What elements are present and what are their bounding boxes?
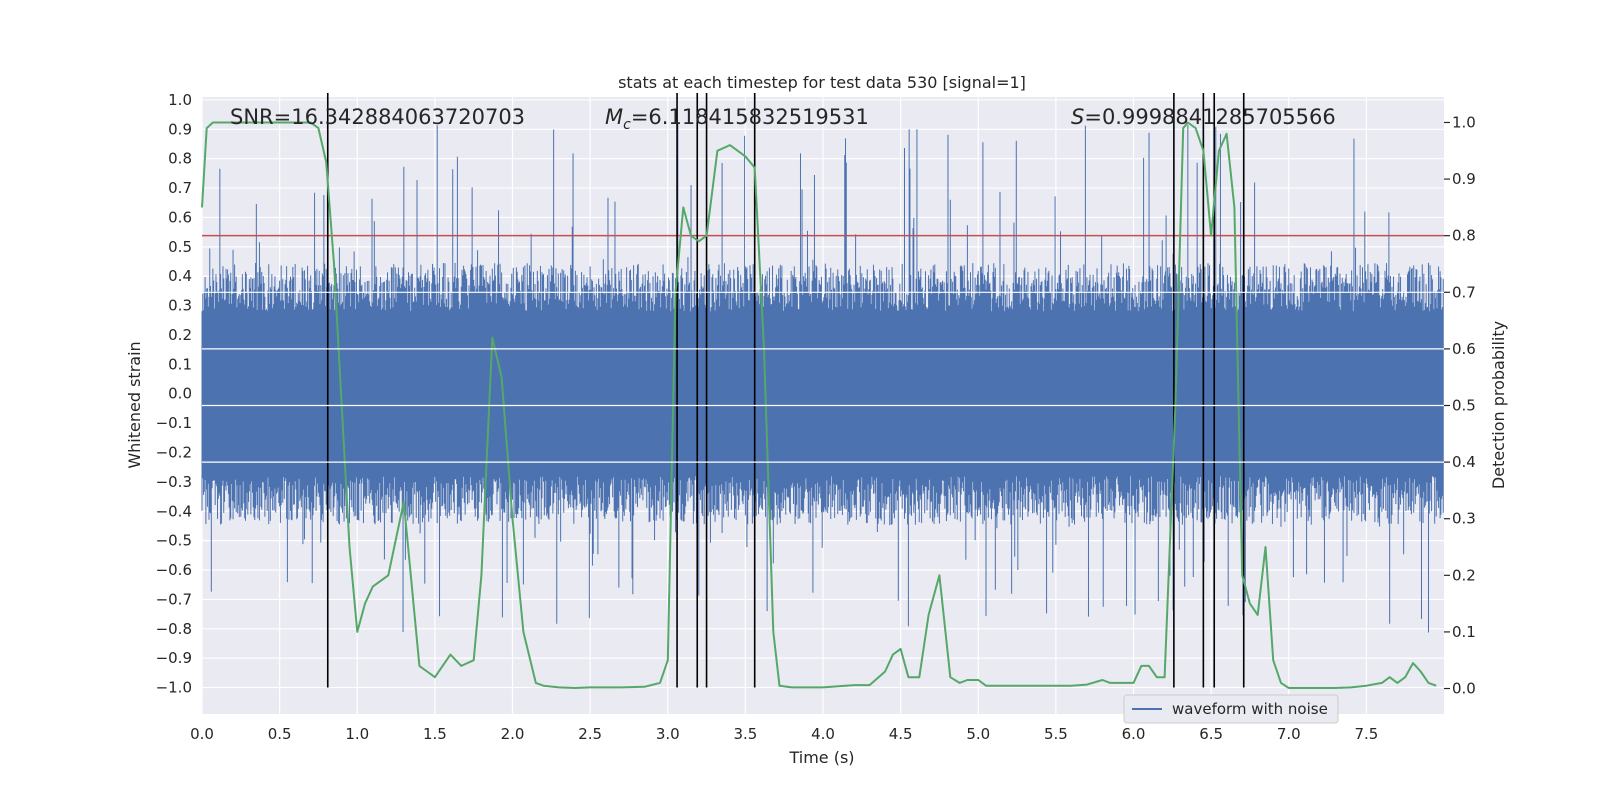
y-tick-17: −0.7 [156, 590, 192, 608]
vertical-lines [326, 92, 1245, 688]
probability-series [201, 121, 1437, 689]
x-tick-5: 2.5 [578, 725, 602, 743]
y-axis-label: Whitened strain [125, 341, 144, 468]
x-axis-label: Time (s) [788, 748, 854, 767]
y2-tick-9: 0.1 [1452, 623, 1476, 641]
x-tick-13: 6.5 [1199, 725, 1223, 743]
y2-tick-4: 0.6 [1452, 340, 1476, 358]
y2-tick-8: 0.2 [1452, 566, 1476, 584]
mc-annotation: Mc=6.118415832519531 [605, 105, 869, 133]
y-tick-7: 0.3 [168, 297, 192, 315]
y-tick-15: −0.5 [156, 532, 192, 550]
y-tick-3: 0.7 [168, 179, 192, 197]
y2-tick-1: 0.9 [1452, 170, 1476, 188]
y2-tick-6: 0.4 [1452, 453, 1476, 471]
y-tick-19: −0.9 [156, 649, 192, 667]
legend-label: waveform with noise [1172, 700, 1328, 718]
x-tick-4: 2.0 [501, 725, 525, 743]
y-tick-18: −0.8 [156, 620, 192, 638]
snr-annotation: SNR=16.342884063720703 [230, 105, 525, 129]
legend-box [1123, 694, 1339, 724]
y-tick-labels: 1.0 0.9 0.8 0.7 0.6 0.5 0.4 0.3 0.2 0.1 0.0 −0.1 −0.… [156, 91, 192, 697]
y-tick-13: −0.3 [156, 473, 192, 491]
x-tick-10: 5.0 [966, 725, 990, 743]
y-tick-16: −0.6 [156, 561, 192, 579]
probability-line [201, 121, 1437, 689]
y2-tick-labels: 1.0 0.9 0.8 0.7 0.6 0.5 0.4 0.3 0.2 0.1 0.0 [1444, 113, 1476, 698]
x-tick-3: 1.5 [423, 725, 447, 743]
x-tick-0: 0.0 [190, 725, 214, 743]
chart-title: stats at each timestep for test data 530… [618, 73, 1026, 92]
x-tick-11: 5.5 [1044, 725, 1068, 743]
mc-symbol: M [605, 105, 623, 129]
y-tick-12: −0.2 [156, 444, 192, 462]
x-tick-7: 3.5 [733, 725, 757, 743]
y-tick-6: 0.4 [168, 267, 192, 285]
right-axis-gridlines [202, 291, 1444, 463]
y2-tick-5: 0.5 [1452, 397, 1476, 415]
y-tick-14: −0.4 [156, 502, 192, 520]
y-tick-10: 0.0 [168, 385, 192, 403]
y-tick-5: 0.5 [168, 238, 192, 256]
y2-tick-2: 0.8 [1452, 227, 1476, 245]
legend: waveform with noise [1123, 694, 1339, 724]
y2-tick-10: 0.0 [1452, 680, 1476, 698]
x-tick-2: 1.0 [345, 725, 369, 743]
y2-tick-0: 1.0 [1452, 113, 1476, 131]
y2-tick-7: 0.3 [1452, 510, 1476, 528]
x-tick-12: 6.0 [1122, 725, 1146, 743]
s-symbol: S [1071, 105, 1084, 129]
x-tick-9: 4.5 [889, 725, 913, 743]
x-tick-8: 4.0 [811, 725, 835, 743]
x-tick-labels: 0.0 0.5 1.0 1.5 2.0 2.5 3.0 3.5 4.0 4.5 5.0 5.5 6.0 6… [190, 725, 1378, 743]
x-tick-14: 7.0 [1277, 725, 1301, 743]
s-value: =0.9998841285705566 [1084, 105, 1335, 129]
mc-value: =6.118415832519531 [631, 105, 869, 129]
y-tick-4: 0.6 [168, 208, 192, 226]
y-tick-1: 0.9 [168, 120, 192, 138]
x-tick-6: 3.0 [656, 725, 680, 743]
y-tick-11: −0.1 [156, 414, 192, 432]
y-tick-0: 1.0 [168, 91, 192, 109]
y-tick-9: 0.1 [168, 355, 192, 373]
y-tick-8: 0.2 [168, 326, 192, 344]
x-tick-1: 0.5 [268, 725, 292, 743]
y2-tick-3: 0.7 [1452, 283, 1476, 301]
y-tick-20: −1.0 [156, 679, 192, 697]
mc-subscript: c [623, 117, 631, 133]
x-tick-15: 7.5 [1354, 725, 1378, 743]
y-tick-2: 0.8 [168, 150, 192, 168]
s-annotation: S=0.9998841285705566 [1071, 105, 1336, 129]
y2-axis-label: Detection probability [1489, 321, 1508, 489]
